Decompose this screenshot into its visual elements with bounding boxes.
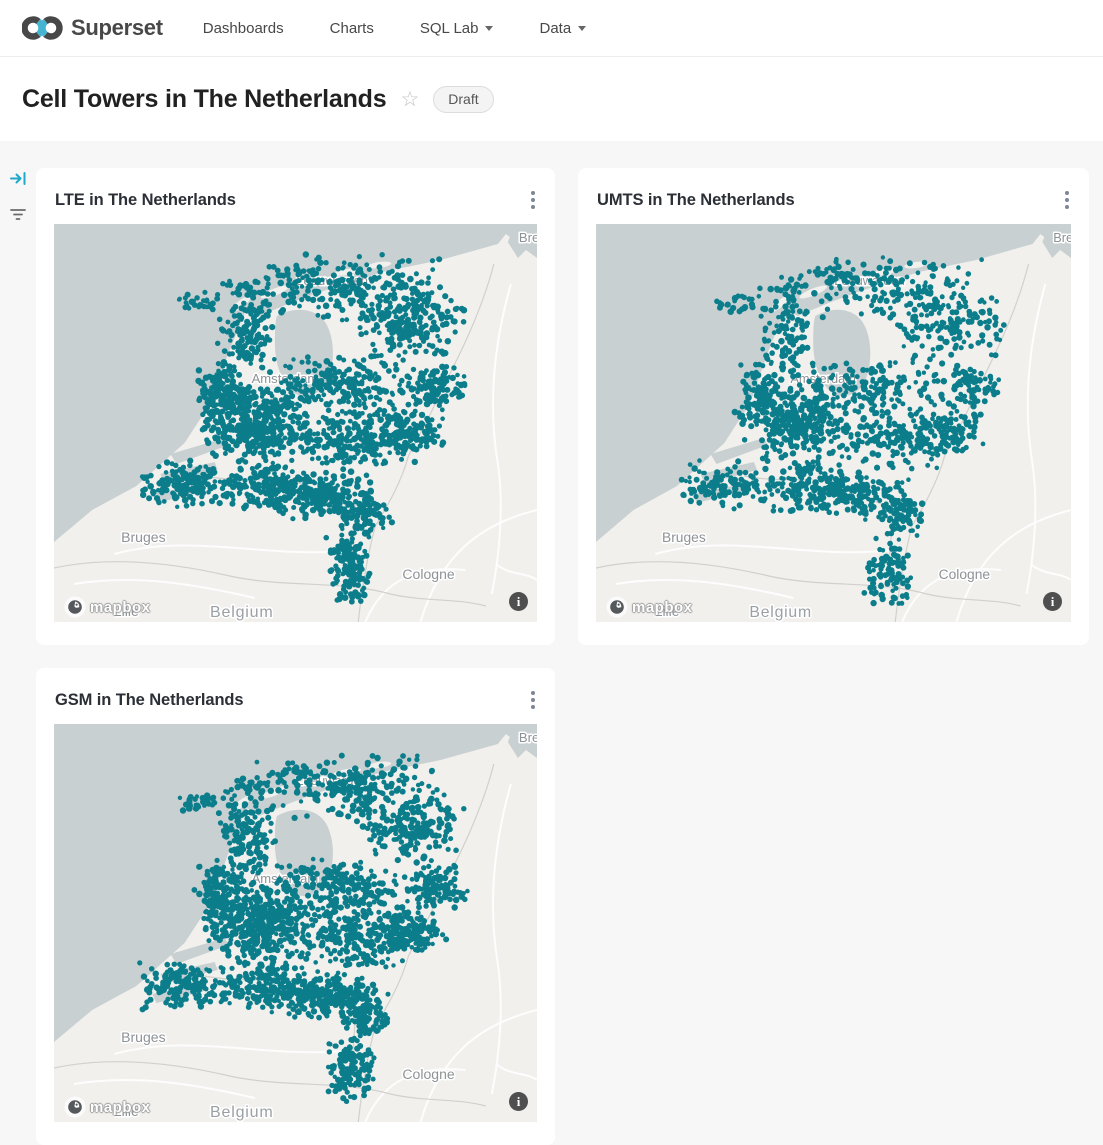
chart-card-gsm: GSM in The Netherlands LeeuwardenBremenA… <box>36 668 555 1145</box>
filter-funnel-icon <box>9 206 27 222</box>
svg-text:Belgium: Belgium <box>749 604 812 621</box>
map-info-button[interactable]: i <box>1043 592 1062 611</box>
svg-text:Bremen: Bremen <box>519 730 537 745</box>
expand-right-icon <box>9 169 28 188</box>
mapbox-attribution[interactable]: mapbox <box>606 596 693 618</box>
status-badge: Draft <box>433 86 493 113</box>
nav-item-data[interactable]: Data <box>539 20 586 37</box>
nav-label: SQL Lab <box>420 20 479 37</box>
svg-text:Cologne: Cologne <box>939 566 991 582</box>
chart-header: UMTS in The Netherlands <box>578 168 1089 224</box>
filter-bar-collapsed <box>0 168 36 224</box>
expand-filter-bar-button[interactable] <box>8 168 28 188</box>
favorite-star-icon[interactable]: ☆ <box>400 89 419 110</box>
nav-label: Charts <box>330 20 374 37</box>
main-nav: Dashboards Charts SQL Lab Data <box>203 20 586 37</box>
chart-title: GSM in The Netherlands <box>55 691 244 710</box>
chart-title: UMTS in The Netherlands <box>597 191 795 210</box>
top-navbar: Superset Dashboards Charts SQL Lab Data <box>0 0 1103 57</box>
svg-text:Cologne: Cologne <box>402 566 455 582</box>
chart-title: LTE in The Netherlands <box>55 191 236 210</box>
caret-down-icon <box>485 26 493 31</box>
chart-options-kebab-menu[interactable] <box>1059 188 1075 212</box>
svg-text:Bremen: Bremen <box>519 230 537 245</box>
svg-text:Belgium: Belgium <box>210 603 274 621</box>
svg-text:Bremen: Bremen <box>1053 230 1071 245</box>
dashboard-header: Cell Towers in The Netherlands ☆ Draft <box>0 57 1103 141</box>
filter-icon[interactable] <box>8 204 28 224</box>
page-title: Cell Towers in The Netherlands <box>22 85 386 114</box>
svg-text:Bruges: Bruges <box>121 1029 166 1045</box>
chart-options-kebab-menu[interactable] <box>525 188 541 212</box>
nav-item-charts[interactable]: Charts <box>330 20 374 37</box>
svg-text:Bruges: Bruges <box>662 529 706 545</box>
chart-options-kebab-menu[interactable] <box>525 688 541 712</box>
mapbox-attribution[interactable]: mapbox <box>64 596 151 618</box>
chart-card-lte: LTE in The Netherlands LeeuwardenBremenA… <box>36 168 555 645</box>
nav-label: Dashboards <box>203 20 284 37</box>
svg-text:Belgium: Belgium <box>210 1103 274 1121</box>
deckgl-scatter-map[interactable]: LeeuwardenBremenAmsterdamBrugesLilleBelg… <box>54 724 537 1122</box>
deckgl-scatter-map[interactable]: LeeuwardenBremenAmsterdamBrugesLilleBelg… <box>596 224 1071 622</box>
mapbox-logo-icon <box>606 596 628 618</box>
mapbox-logo-icon <box>64 596 86 618</box>
chart-header: GSM in The Netherlands <box>36 668 555 724</box>
map-info-button[interactable]: i <box>509 1092 528 1111</box>
svg-text:Bruges: Bruges <box>121 529 166 545</box>
brand-name: Superset <box>71 15 163 41</box>
nav-label: Data <box>539 20 571 37</box>
nav-item-sql-lab[interactable]: SQL Lab <box>420 20 494 37</box>
map-info-button[interactable]: i <box>509 592 528 611</box>
superset-logo[interactable]: Superset <box>22 14 163 42</box>
caret-down-icon <box>578 26 586 31</box>
mapbox-logo-icon <box>64 1096 86 1118</box>
svg-text:Cologne: Cologne <box>402 1066 455 1082</box>
chart-header: LTE in The Netherlands <box>36 168 555 224</box>
superset-logo-icon <box>22 14 63 42</box>
nav-item-dashboards[interactable]: Dashboards <box>203 20 284 37</box>
deckgl-scatter-map[interactable]: LeeuwardenBremenAmsterdamBrugesLilleBelg… <box>54 224 537 622</box>
mapbox-attribution[interactable]: mapbox <box>64 1096 151 1118</box>
chart-card-umts: UMTS in The Netherlands LeeuwardenBremen… <box>578 168 1089 645</box>
